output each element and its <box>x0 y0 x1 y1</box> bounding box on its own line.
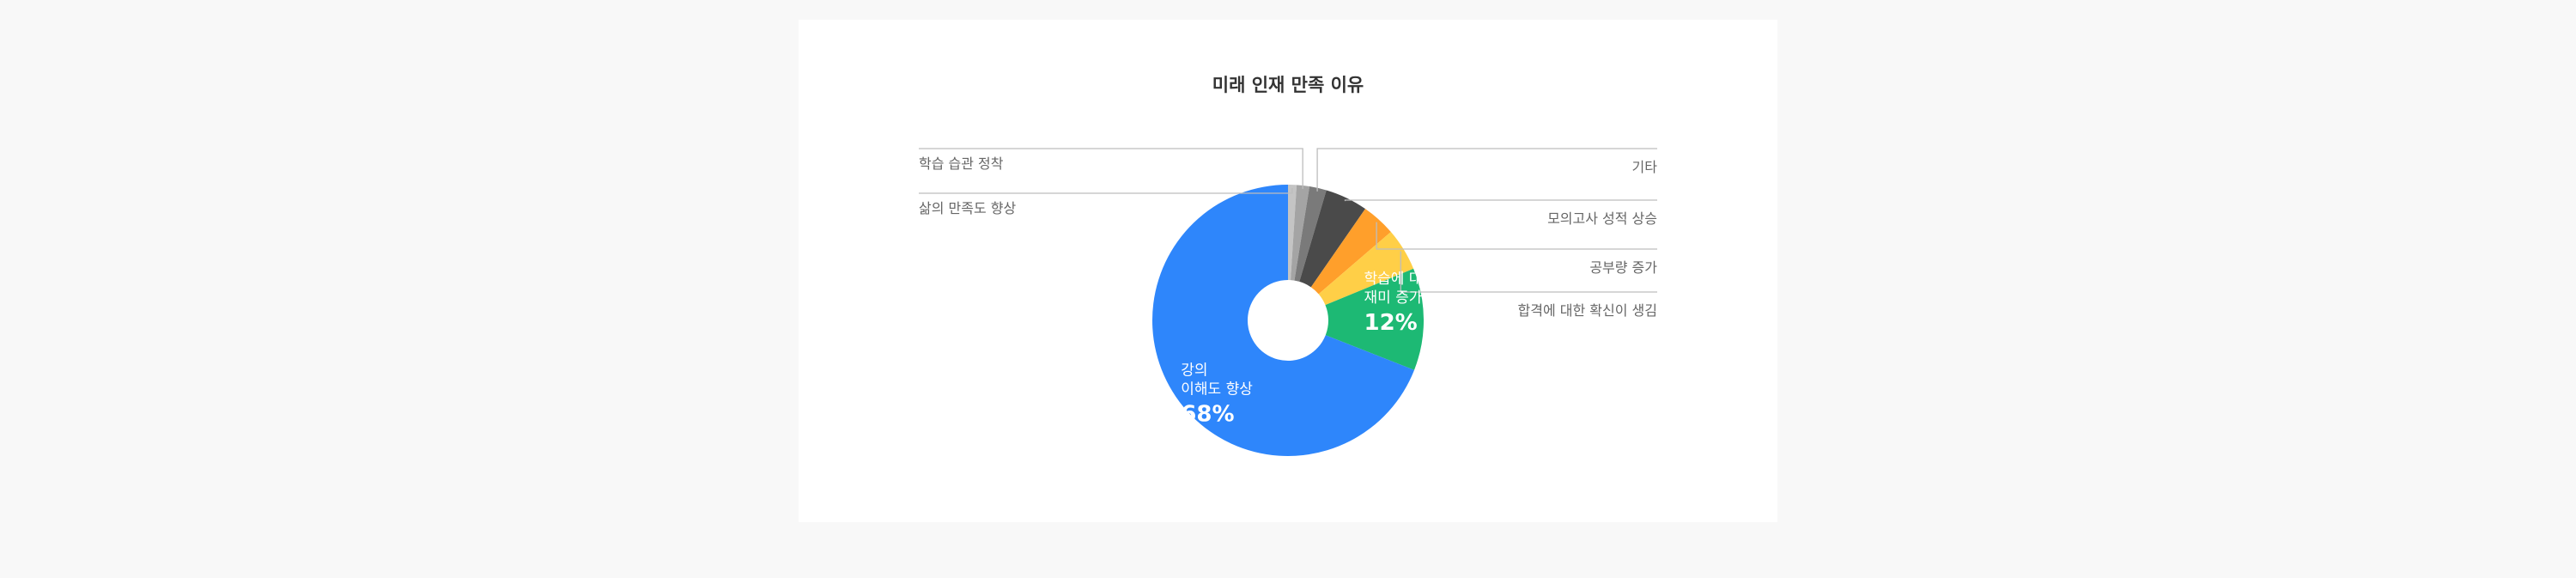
leader-line <box>1400 251 1657 293</box>
callout-label: 모의고사 성적 상승 <box>1547 210 1657 227</box>
inner-label-text: 강의 <box>1181 362 1207 380</box>
slice-강의-이해도-향상 <box>1152 185 1415 456</box>
chart-card: 미래 인재 만족 이유 강의 이해도 향상 68% 학습에 대한 재미 증가 12% 합격에… <box>799 20 1777 522</box>
callout-label: 공부량 증가 <box>1589 259 1657 276</box>
leader-line <box>919 188 1293 194</box>
leader-line <box>1376 222 1657 250</box>
callout-label: 합격에 대한 확신이 생김 <box>1518 302 1657 319</box>
slice-합격에-대한-확신이-생김 <box>1318 232 1414 306</box>
slice-학습-습관-정착 <box>1290 185 1310 281</box>
callout-label: 삶의 만족도 향상 <box>919 200 1016 216</box>
slice-삶의-만족도-향상 <box>1288 185 1297 281</box>
leader-line <box>1316 148 1657 192</box>
inner-label-text: 학습에 대한 <box>1364 271 1436 288</box>
slice-학습에-대한-재미-증가 <box>1325 268 1424 370</box>
slice-기타 <box>1294 186 1327 282</box>
inner-label-text: 이해도 향상 <box>1181 381 1253 399</box>
callout-label: 기타 <box>1632 159 1658 175</box>
slice-모의고사-성적-상승 <box>1299 190 1365 288</box>
inner-label-percent: 12% <box>1364 310 1417 336</box>
leader-line <box>1344 199 1657 202</box>
leader-line <box>919 148 1303 189</box>
slice-공부량-증가 <box>1310 209 1391 295</box>
inner-label-text: 재미 증가 <box>1364 289 1422 307</box>
chart-title: 미래 인재 만족 이유 <box>1212 75 1364 95</box>
inner-label-percent: 68% <box>1181 402 1234 428</box>
callout-label: 학습 습관 정착 <box>919 155 1004 172</box>
